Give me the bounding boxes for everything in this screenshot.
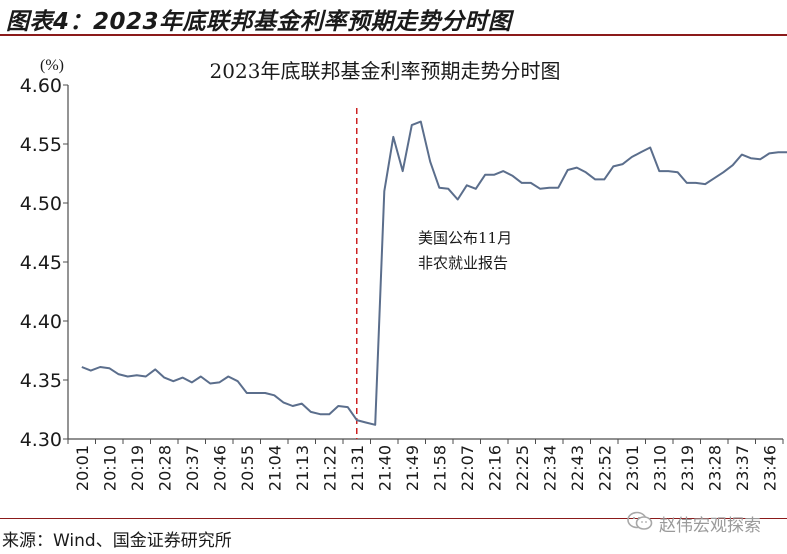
x-tick-label: 20:10 — [100, 445, 119, 491]
x-tick-label: 22:34 — [540, 445, 559, 491]
x-tick-label: 21:40 — [375, 445, 394, 491]
watermark: 赵伟宏观探索 — [627, 511, 761, 536]
x-tick-label: 21:22 — [320, 445, 339, 491]
title-divider — [0, 34, 787, 36]
watermark-text: 赵伟宏观探索 — [659, 516, 761, 536]
x-tick-label: 23:10 — [650, 445, 669, 491]
annotation-line-1: 美国公布11月 — [418, 229, 512, 247]
annotation-line-2: 非农就业报告 — [418, 254, 508, 272]
x-tick-label: 22:07 — [458, 445, 477, 491]
x-tick-label: 20:55 — [238, 445, 257, 491]
x-tick-label: 21:13 — [293, 445, 312, 491]
x-tick-label: 23:46 — [760, 445, 779, 491]
event-annotation: 美国公布11月 非农就业报告 — [418, 229, 512, 272]
x-axis-ticks: 20:01 20:10 20:19 20:28 20:37 20:46 20:55 21:04… — [67, 439, 784, 491]
y-axis-ticks: 4.60 4.55 4.50 4.45 4.40 4.35 4.30 — [20, 75, 68, 451]
x-tick-label: 23:28 — [705, 445, 724, 491]
x-tick-label: 22:52 — [595, 445, 614, 491]
figure-title: 图表4：2023年底联邦基金利率预期走势分时图 — [6, 9, 512, 35]
x-tick-label: 21:58 — [430, 445, 449, 491]
y-axis-unit-label: (%) — [40, 57, 64, 74]
y-tick-label: 4.50 — [20, 193, 62, 215]
x-tick-label: 20:19 — [128, 445, 147, 491]
x-tick-label: 23:01 — [623, 445, 642, 491]
x-tick-label: 22:16 — [485, 445, 504, 491]
source-divider — [0, 518, 787, 519]
y-tick-label: 4.30 — [20, 429, 62, 451]
source-note: 来源：Wind、国金证券研究所 — [2, 531, 232, 551]
x-tick-label: 21:04 — [265, 445, 284, 491]
x-tick-label: 22:25 — [513, 445, 532, 491]
y-tick-label: 4.45 — [20, 252, 62, 274]
y-tick-label: 4.55 — [20, 134, 62, 156]
series-line — [81, 120, 787, 426]
x-tick-label: 20:28 — [155, 445, 174, 491]
x-tick-label: 23:37 — [733, 445, 752, 491]
y-tick-label: 4.60 — [20, 75, 62, 97]
x-tick-label: 20:01 — [73, 445, 92, 491]
y-tick-label: 4.40 — [20, 311, 62, 333]
chart-title: 2023年底联邦基金利率预期走势分时图 — [210, 59, 561, 83]
x-tick-label: 21:49 — [403, 445, 422, 491]
x-tick-label: 21:31 — [348, 445, 367, 491]
x-tick-label: 20:37 — [183, 445, 202, 491]
x-tick-label: 20:46 — [210, 445, 229, 491]
y-tick-label: 4.35 — [20, 370, 62, 392]
x-tick-label: 22:43 — [568, 445, 587, 491]
wechat-icon — [627, 511, 653, 536]
x-tick-label: 23:19 — [678, 445, 697, 491]
